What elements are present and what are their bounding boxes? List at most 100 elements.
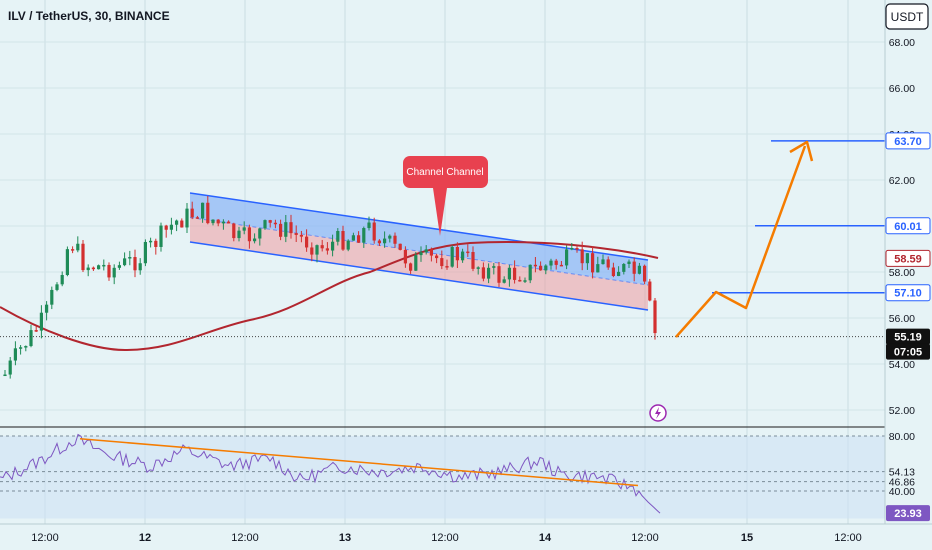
- candlestick-series: [0, 196, 885, 379]
- candle-body: [169, 224, 173, 230]
- candle-body: [164, 225, 168, 230]
- candle-body: [377, 240, 381, 244]
- projection-arrow: [675, 140, 814, 338]
- candle-body: [294, 233, 298, 235]
- candle-body: [50, 289, 54, 305]
- candle-body: [320, 245, 324, 249]
- target-price-badge: 63.70: [885, 132, 931, 150]
- candle-body: [585, 253, 589, 264]
- candle-body: [409, 263, 413, 271]
- candle-body: [247, 227, 251, 242]
- candle-body: [388, 235, 392, 239]
- rsi-tick-label: 54.13: [889, 467, 915, 479]
- svg-text:23.93: 23.93: [894, 508, 922, 520]
- candle-body: [34, 330, 38, 332]
- candle-body: [39, 312, 43, 331]
- candle-body: [279, 223, 283, 237]
- price-tick-label: 66.00: [889, 83, 915, 95]
- channel-mid-line: [189, 217, 649, 286]
- candle-body: [216, 219, 220, 224]
- time-tick-label: 12:00: [31, 532, 59, 544]
- candle-body: [190, 208, 194, 218]
- time-tick-label: 12: [139, 532, 151, 544]
- callout-label: Channel Channel: [406, 167, 483, 178]
- candle-body: [19, 347, 23, 349]
- candle-body: [617, 271, 621, 277]
- currency-label: USDT: [891, 10, 924, 24]
- candle-body: [424, 249, 428, 253]
- time-tick-label: 12:00: [631, 532, 659, 544]
- time-tick-label: 12:00: [431, 532, 459, 544]
- rsi-tick-label: 46.86: [889, 477, 915, 489]
- candle-body: [180, 220, 184, 228]
- candle-body: [159, 225, 163, 247]
- candle-body: [653, 300, 657, 334]
- candle-body: [102, 264, 106, 267]
- candle-body: [253, 238, 257, 242]
- candle-body: [383, 238, 387, 244]
- time-tick-label: 13: [339, 532, 351, 544]
- price-tick-label: 62.00: [889, 175, 915, 187]
- price-badges: 63.70 60.01 58.59 57.10 55.19 07:05 23.93: [885, 132, 931, 522]
- candle-body: [237, 230, 241, 239]
- channel-callout[interactable]: Channel Channel: [403, 156, 488, 236]
- lightning-icon[interactable]: [649, 404, 667, 422]
- candle-body: [507, 267, 511, 280]
- candle-body: [232, 223, 236, 239]
- candle-body: [299, 234, 303, 237]
- candle-body: [362, 228, 366, 243]
- moving-average-badge: 58.59: [885, 249, 931, 267]
- candle-body: [97, 265, 101, 270]
- candle-body: [128, 257, 132, 259]
- projection-path: [675, 145, 807, 338]
- rsi-trendline: [79, 438, 639, 487]
- candle-body: [466, 251, 470, 254]
- candle-body: [606, 259, 610, 268]
- candle-body: [242, 227, 246, 231]
- candle-body: [185, 208, 189, 228]
- svg-text:57.10: 57.10: [894, 288, 922, 300]
- candle-body: [523, 280, 527, 282]
- candle-body: [544, 265, 548, 271]
- svg-text:60.01: 60.01: [894, 221, 922, 233]
- time-axis[interactable]: 12:00 12 12:00 13 12:00 14 12:00 15 12:00: [31, 532, 862, 544]
- candle-body: [481, 267, 485, 279]
- candle-body: [206, 202, 210, 224]
- candle-body: [429, 249, 433, 256]
- candle-body: [86, 267, 90, 271]
- candle-body: [175, 220, 179, 225]
- currency-button[interactable]: USDT: [885, 3, 929, 30]
- candle-body: [107, 264, 111, 278]
- time-tick-label: 12:00: [231, 532, 259, 544]
- candle-body: [149, 240, 153, 243]
- rsi-tick-label: 80.00: [889, 431, 915, 443]
- candle-body: [284, 222, 288, 237]
- channel-upper-half: [190, 193, 648, 285]
- candle-body: [596, 264, 600, 273]
- candle-body: [315, 245, 319, 255]
- rsi-line: [0, 433, 661, 514]
- candle-body: [211, 219, 215, 224]
- time-tick-label: 15: [741, 532, 753, 544]
- candle-body: [258, 228, 262, 239]
- candle-body: [492, 266, 496, 268]
- candle-body: [539, 265, 543, 271]
- candle-body: [559, 264, 563, 267]
- candle-body: [45, 304, 49, 313]
- time-tick-label: 12:00: [834, 532, 862, 544]
- symbol-title: ILV / TetherUS, 30, BINANCE: [8, 9, 170, 23]
- candle-body: [648, 281, 652, 301]
- candle-body: [357, 235, 361, 243]
- candle-body: [611, 267, 615, 277]
- channel-lower-half: [190, 217, 648, 310]
- candle-body: [533, 264, 537, 267]
- level-60-badge: 60.01: [885, 217, 931, 235]
- candle-body: [476, 267, 480, 269]
- countdown-badge: 07:05: [886, 343, 930, 360]
- candle-body: [201, 202, 205, 219]
- candle-body: [341, 231, 345, 250]
- price-tick-label: 54.00: [889, 359, 915, 371]
- candle-body: [565, 249, 569, 266]
